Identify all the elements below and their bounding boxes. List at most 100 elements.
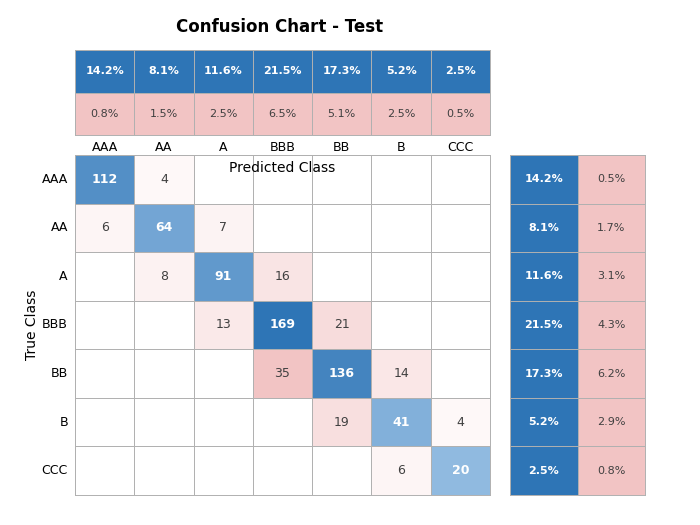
Text: 64: 64 bbox=[155, 222, 173, 234]
Text: BBB: BBB bbox=[42, 319, 68, 331]
Bar bbox=[312, 204, 372, 252]
Bar bbox=[312, 446, 372, 495]
Bar bbox=[75, 92, 134, 135]
Bar bbox=[312, 301, 372, 349]
Text: B: B bbox=[397, 141, 405, 154]
Bar bbox=[578, 349, 645, 398]
Bar bbox=[430, 252, 490, 301]
Text: 17.3%: 17.3% bbox=[524, 369, 563, 379]
Bar bbox=[312, 155, 372, 204]
Text: BB: BB bbox=[50, 367, 68, 380]
Text: 17.3%: 17.3% bbox=[323, 66, 361, 76]
Bar bbox=[510, 398, 578, 446]
Bar bbox=[372, 92, 430, 135]
Text: Predicted Class: Predicted Class bbox=[230, 161, 335, 174]
Bar bbox=[75, 301, 134, 349]
Bar bbox=[510, 349, 578, 398]
Bar bbox=[510, 446, 578, 495]
Text: 0.8%: 0.8% bbox=[90, 109, 119, 119]
Text: 14.2%: 14.2% bbox=[85, 66, 124, 76]
Bar bbox=[430, 155, 490, 204]
Text: 2.5%: 2.5% bbox=[445, 66, 476, 76]
Bar bbox=[253, 204, 312, 252]
Text: 8.1%: 8.1% bbox=[148, 66, 179, 76]
Text: A: A bbox=[60, 270, 68, 283]
Bar bbox=[510, 252, 578, 301]
Text: 41: 41 bbox=[392, 416, 410, 428]
Bar bbox=[134, 252, 194, 301]
Bar bbox=[372, 50, 430, 92]
Text: 112: 112 bbox=[92, 173, 118, 186]
Bar bbox=[372, 301, 430, 349]
Text: 21.5%: 21.5% bbox=[524, 320, 563, 330]
Bar bbox=[134, 204, 194, 252]
Text: AA: AA bbox=[155, 141, 173, 154]
Bar bbox=[253, 446, 312, 495]
Bar bbox=[578, 155, 645, 204]
Bar bbox=[578, 398, 645, 446]
Bar bbox=[194, 349, 253, 398]
Text: 4.3%: 4.3% bbox=[597, 320, 625, 330]
Bar bbox=[372, 349, 430, 398]
Text: 91: 91 bbox=[214, 270, 232, 283]
Text: 6: 6 bbox=[101, 222, 108, 234]
Text: 2.9%: 2.9% bbox=[597, 417, 626, 427]
Text: 5.1%: 5.1% bbox=[328, 109, 356, 119]
Text: 4: 4 bbox=[160, 173, 168, 186]
Text: CCC: CCC bbox=[447, 141, 473, 154]
Text: 14: 14 bbox=[393, 367, 409, 380]
Text: Confusion Chart - Test: Confusion Chart - Test bbox=[176, 18, 384, 36]
Text: 3.1%: 3.1% bbox=[597, 271, 625, 281]
Bar bbox=[510, 204, 578, 252]
Bar bbox=[134, 349, 194, 398]
Text: B: B bbox=[60, 416, 68, 428]
Text: 2.5%: 2.5% bbox=[528, 466, 559, 476]
Text: AA: AA bbox=[50, 222, 68, 234]
Bar bbox=[75, 349, 134, 398]
Text: 0.5%: 0.5% bbox=[597, 174, 625, 184]
Text: 8.1%: 8.1% bbox=[528, 223, 559, 233]
Bar bbox=[194, 155, 253, 204]
Bar bbox=[372, 446, 430, 495]
Bar bbox=[430, 92, 490, 135]
Bar bbox=[194, 50, 253, 92]
Bar bbox=[75, 50, 134, 92]
Text: 13: 13 bbox=[216, 319, 231, 331]
Bar bbox=[134, 398, 194, 446]
Text: A: A bbox=[219, 141, 228, 154]
Text: 11.6%: 11.6% bbox=[204, 66, 243, 76]
Bar bbox=[75, 252, 134, 301]
Bar bbox=[578, 252, 645, 301]
Bar bbox=[312, 92, 372, 135]
Text: CCC: CCC bbox=[41, 464, 68, 477]
Bar bbox=[134, 301, 194, 349]
Bar bbox=[75, 155, 134, 204]
Bar bbox=[372, 204, 430, 252]
Bar bbox=[194, 446, 253, 495]
Text: 169: 169 bbox=[270, 319, 295, 331]
Text: 16: 16 bbox=[274, 270, 290, 283]
Bar bbox=[253, 92, 312, 135]
Bar bbox=[430, 50, 490, 92]
Bar bbox=[194, 92, 253, 135]
Text: 4: 4 bbox=[456, 416, 464, 428]
Bar bbox=[578, 446, 645, 495]
Text: 1.7%: 1.7% bbox=[597, 223, 625, 233]
Bar bbox=[312, 252, 372, 301]
Text: 19: 19 bbox=[334, 416, 350, 428]
Bar bbox=[75, 398, 134, 446]
Bar bbox=[430, 301, 490, 349]
Text: 0.8%: 0.8% bbox=[597, 466, 625, 476]
Bar bbox=[510, 155, 578, 204]
Bar bbox=[578, 204, 645, 252]
Text: 7: 7 bbox=[219, 222, 228, 234]
Bar bbox=[578, 301, 645, 349]
Bar bbox=[253, 301, 312, 349]
Bar bbox=[253, 349, 312, 398]
Bar bbox=[253, 155, 312, 204]
Bar bbox=[430, 446, 490, 495]
Text: 8: 8 bbox=[160, 270, 168, 283]
Bar bbox=[253, 50, 312, 92]
Bar bbox=[134, 92, 194, 135]
Text: 11.6%: 11.6% bbox=[524, 271, 563, 281]
